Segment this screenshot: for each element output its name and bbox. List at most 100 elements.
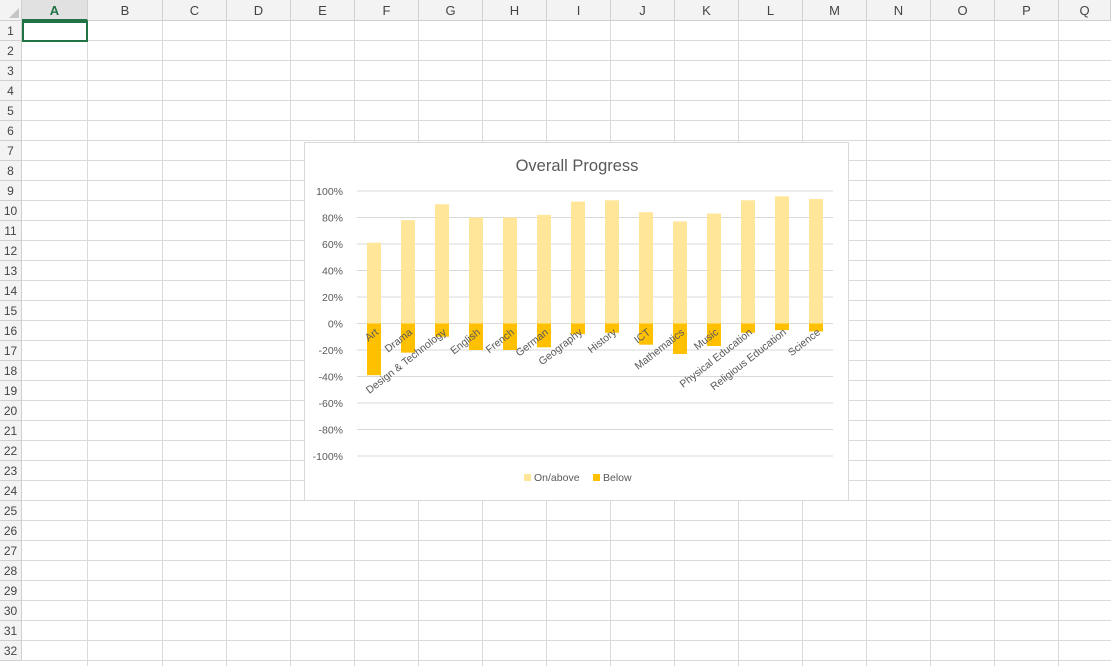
row-header-6[interactable]: 6	[0, 121, 22, 141]
column-header-m[interactable]: M	[803, 0, 867, 21]
row-header-25[interactable]: 25	[0, 501, 22, 521]
row-header-17[interactable]: 17	[0, 341, 22, 361]
column-header-e[interactable]: E	[291, 0, 355, 21]
legend-swatch	[593, 474, 600, 481]
y-tick-label: 60%	[322, 239, 343, 251]
column-header-j[interactable]: J	[611, 0, 675, 21]
column-header-l[interactable]: L	[739, 0, 803, 21]
y-tick-label: 20%	[322, 292, 343, 304]
bar-below	[503, 323, 517, 350]
bar-below	[707, 323, 721, 347]
bar-below	[435, 323, 449, 337]
row-header-12[interactable]: 12	[0, 241, 22, 261]
bar-below	[367, 323, 381, 376]
row-header-30[interactable]: 30	[0, 601, 22, 621]
column-header-i[interactable]: I	[547, 0, 611, 21]
overall-progress-chart: Overall Progress 100% 80% 60% 40% 20% 0% -20% -…	[313, 157, 833, 484]
y-tick-label: 40%	[322, 266, 343, 278]
y-tick-label: -20%	[318, 345, 343, 357]
x-category-label: History	[586, 326, 620, 356]
bar-on-above	[673, 221, 687, 324]
legend-swatch	[524, 474, 531, 481]
y-tick-label: 0%	[328, 319, 343, 331]
row-header-11[interactable]: 11	[0, 221, 22, 241]
column-header-k[interactable]: K	[675, 0, 739, 21]
row-header-21[interactable]: 21	[0, 421, 22, 441]
y-tick-label: -80%	[318, 425, 343, 437]
row-header-14[interactable]: 14	[0, 281, 22, 301]
bar-on-above	[469, 217, 483, 324]
x-category-label: Science	[786, 326, 823, 359]
column-header-h[interactable]: H	[483, 0, 547, 21]
bar-below	[673, 323, 687, 354]
row-header-24[interactable]: 24	[0, 481, 22, 501]
bar-on-above	[639, 212, 653, 324]
chart-legend: On/above Below	[524, 472, 632, 484]
row-header-20[interactable]: 20	[0, 401, 22, 421]
bar-below	[469, 323, 483, 350]
row-header-7[interactable]: 7	[0, 141, 22, 161]
column-header-d[interactable]: D	[227, 0, 291, 21]
row-header-15[interactable]: 15	[0, 301, 22, 321]
column-header-c[interactable]: C	[163, 0, 227, 21]
bar-on-above	[741, 200, 755, 324]
y-axis-tick-labels: 100% 80% 60% 40% 20% 0% -20% -40% -60% -80% -100%	[313, 186, 343, 463]
row-header-23[interactable]: 23	[0, 461, 22, 481]
y-tick-label: 80%	[322, 213, 343, 225]
y-tick-label: -100%	[313, 451, 343, 463]
row-header-19[interactable]: 19	[0, 381, 22, 401]
row-header-2[interactable]: 2	[0, 41, 22, 61]
bar-below	[639, 323, 653, 345]
row-header-28[interactable]: 28	[0, 561, 22, 581]
bar-below	[401, 323, 415, 353]
bar-on-above	[775, 196, 789, 324]
bar-below	[775, 323, 789, 331]
bar-below	[809, 323, 823, 332]
row-header-26[interactable]: 26	[0, 521, 22, 541]
bar-on-above	[707, 213, 721, 324]
chart-bars	[367, 196, 823, 376]
chart-title: Overall Progress	[516, 157, 639, 175]
column-header-b[interactable]: B	[88, 0, 163, 21]
bar-on-above	[367, 242, 381, 324]
row-header-27[interactable]: 27	[0, 541, 22, 561]
row-header-1[interactable]: 1	[0, 21, 22, 41]
row-header-10[interactable]: 10	[0, 201, 22, 221]
bar-on-above	[401, 220, 415, 324]
legend-label: Below	[603, 472, 632, 484]
column-header-p[interactable]: P	[995, 0, 1059, 21]
y-tick-label: -40%	[318, 372, 343, 384]
row-header-32[interactable]: 32	[0, 641, 22, 661]
column-header-a[interactable]: A	[22, 0, 88, 21]
bar-below	[741, 323, 755, 333]
column-header-f[interactable]: F	[355, 0, 419, 21]
row-header-13[interactable]: 13	[0, 261, 22, 281]
active-cell-a1[interactable]	[22, 21, 88, 42]
y-tick-label: 100%	[316, 186, 343, 198]
select-all-corner[interactable]	[0, 0, 22, 21]
column-header-o[interactable]: O	[931, 0, 995, 21]
row-header-31[interactable]: 31	[0, 621, 22, 641]
bar-below	[605, 323, 619, 333]
bar-on-above	[503, 217, 517, 324]
row-header-4[interactable]: 4	[0, 81, 22, 101]
row-header-22[interactable]: 22	[0, 441, 22, 461]
gridlines	[357, 190, 833, 457]
bar-below	[537, 323, 551, 348]
row-header-5[interactable]: 5	[0, 101, 22, 121]
legend-label: On/above	[534, 472, 580, 484]
column-header-q[interactable]: Q	[1059, 0, 1111, 21]
bar-on-above	[809, 198, 823, 324]
row-header-16[interactable]: 16	[0, 321, 22, 341]
row-header-3[interactable]: 3	[0, 61, 22, 81]
row-header-8[interactable]: 8	[0, 161, 22, 181]
column-header-g[interactable]: G	[419, 0, 483, 21]
bar-below	[571, 323, 585, 335]
row-header-18[interactable]: 18	[0, 361, 22, 381]
row-header-29[interactable]: 29	[0, 581, 22, 601]
column-header-n[interactable]: N	[867, 0, 931, 21]
chart-object[interactable]: Overall Progress 100% 80% 60% 40% 20% 0% -20% -…	[304, 142, 849, 501]
row-header-9[interactable]: 9	[0, 181, 22, 201]
bar-on-above	[537, 214, 551, 324]
